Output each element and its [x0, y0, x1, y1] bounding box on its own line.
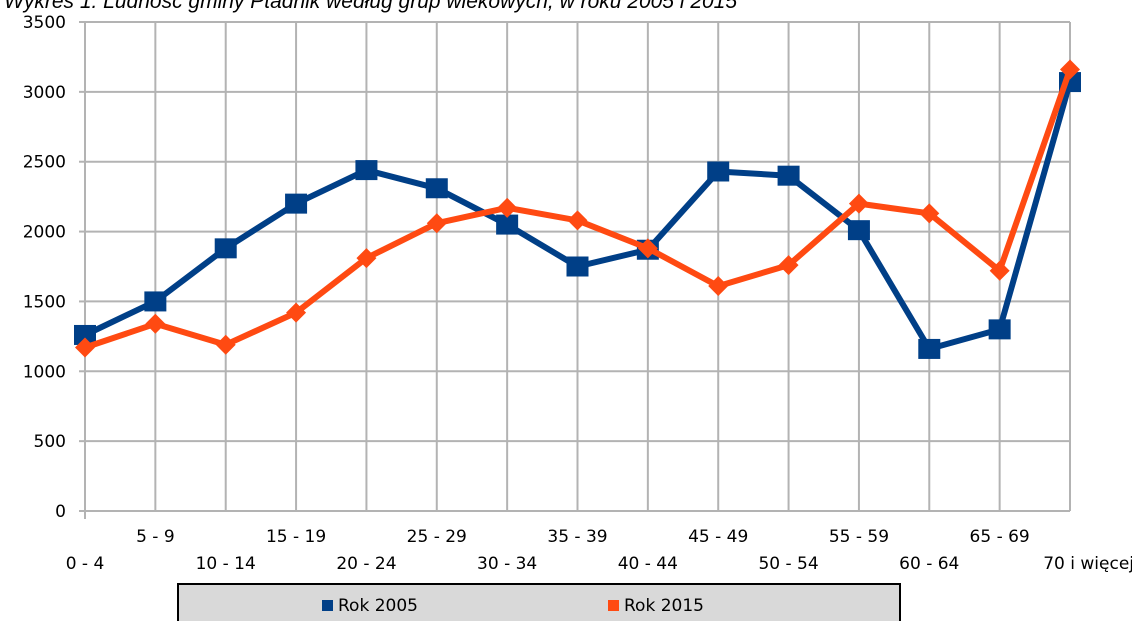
data-point	[566, 256, 589, 277]
legend-swatch	[608, 600, 619, 611]
x-tick-label: 10 - 14	[196, 554, 256, 574]
data-point	[708, 276, 729, 297]
legend-box	[177, 583, 901, 621]
data-point	[847, 220, 870, 241]
x-tick-label: 15 - 19	[266, 527, 326, 547]
data-point	[497, 197, 518, 218]
data-point	[848, 193, 869, 214]
data-point	[1060, 59, 1080, 80]
x-tick-label: 5 - 9	[136, 527, 175, 547]
y-tick-label: 2000	[23, 223, 66, 243]
y-tick-label: 3500	[23, 13, 66, 33]
data-point	[356, 248, 377, 269]
legend-label: Rok 2015	[624, 596, 704, 616]
data-point	[778, 255, 799, 276]
legend-label: Rok 2005	[338, 596, 418, 616]
x-tick-label: 45 - 49	[688, 527, 748, 547]
axes	[79, 21, 1070, 519]
series	[74, 59, 1081, 359]
y-axis-ticks: 0 500 1000 1500 2000 2500 3000 3500	[23, 13, 66, 522]
data-point	[496, 214, 519, 235]
data-point	[285, 193, 308, 214]
data-point	[918, 338, 941, 359]
data-point	[567, 210, 588, 231]
x-tick-label: 70 i więcej	[1043, 554, 1132, 574]
data-point	[215, 334, 236, 355]
y-tick-label: 500	[34, 432, 66, 452]
data-point	[637, 238, 658, 259]
y-tick-label: 1500	[23, 292, 66, 312]
y-tick-label: 1000	[23, 362, 66, 382]
y-tick-label: 0	[55, 502, 66, 522]
x-tick-label: 55 - 59	[829, 527, 889, 547]
x-tick-label: 35 - 39	[547, 527, 607, 547]
data-point	[707, 161, 730, 182]
chart-title: Wykres 1. Ludność gminy Ptadnik według g…	[4, 0, 737, 13]
data-point	[426, 213, 447, 234]
y-tick-label: 3000	[23, 83, 66, 103]
x-tick-label: 60 - 64	[899, 554, 959, 574]
data-point	[74, 324, 96, 345]
data-point	[144, 291, 167, 312]
x-axis-ticks: 0 - 4 5 - 9 10 - 14 15 - 19 20 - 24 25 - 29 30…	[66, 527, 1132, 574]
x-tick-label: 0 - 4	[66, 554, 105, 574]
data-point	[214, 238, 237, 259]
y-tick-label: 2500	[23, 153, 66, 173]
x-tick-label: 50 - 54	[758, 554, 818, 574]
data-point	[286, 302, 307, 323]
data-point	[145, 313, 166, 334]
data-point	[425, 178, 448, 199]
data-point	[989, 260, 1010, 281]
data-point	[777, 165, 800, 186]
x-tick-label: 25 - 29	[407, 527, 467, 547]
data-point	[919, 203, 940, 224]
legend: Rok 2005 Rok 2015	[177, 583, 901, 621]
legend-swatch	[322, 600, 333, 611]
x-tick-label: 30 - 34	[477, 554, 537, 574]
x-tick-label: 65 - 69	[970, 527, 1030, 547]
data-point	[355, 160, 378, 181]
data-point	[75, 337, 95, 358]
x-tick-label: 40 - 44	[618, 554, 678, 574]
x-tick-label: 20 - 24	[336, 554, 396, 574]
data-point	[988, 319, 1011, 340]
